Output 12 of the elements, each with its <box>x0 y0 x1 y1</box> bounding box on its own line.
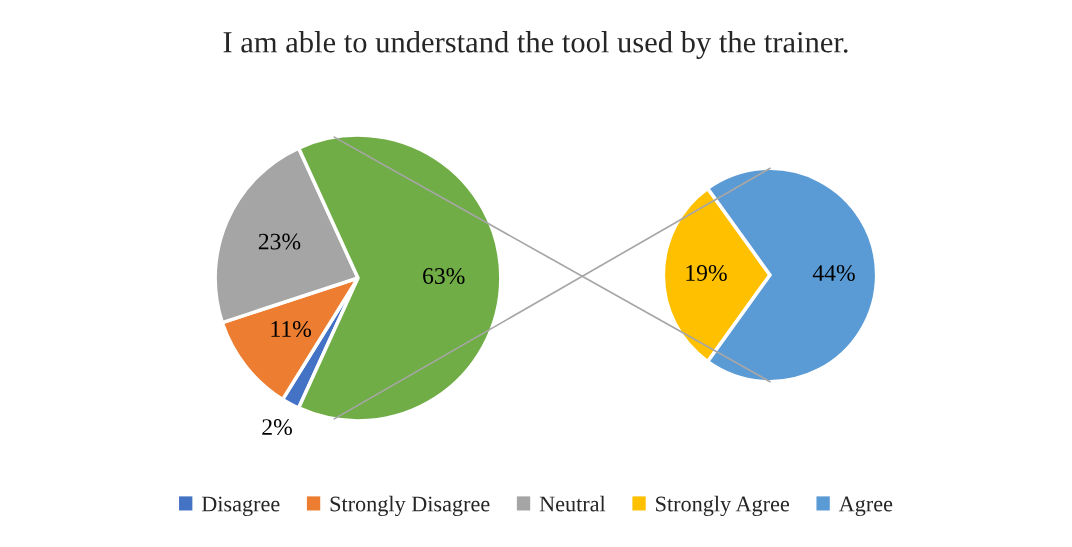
data-label: 44% <box>812 264 855 281</box>
legend-label: Agree <box>838 496 893 517</box>
data-label: 2% <box>262 419 292 436</box>
chart-title: I am able to understand the tool used by the trainer. <box>223 31 848 59</box>
legend-label: Strongly Agree <box>656 495 790 517</box>
data-label: 19% <box>686 264 727 281</box>
legend-label: Disagree <box>201 496 280 517</box>
legend-label: Strongly Disagree <box>330 495 490 517</box>
data-label: 23% <box>258 233 301 250</box>
data-label: 11% <box>271 320 312 337</box>
data-label: 63% <box>423 267 465 284</box>
legend-label: Neutral <box>539 495 606 512</box>
